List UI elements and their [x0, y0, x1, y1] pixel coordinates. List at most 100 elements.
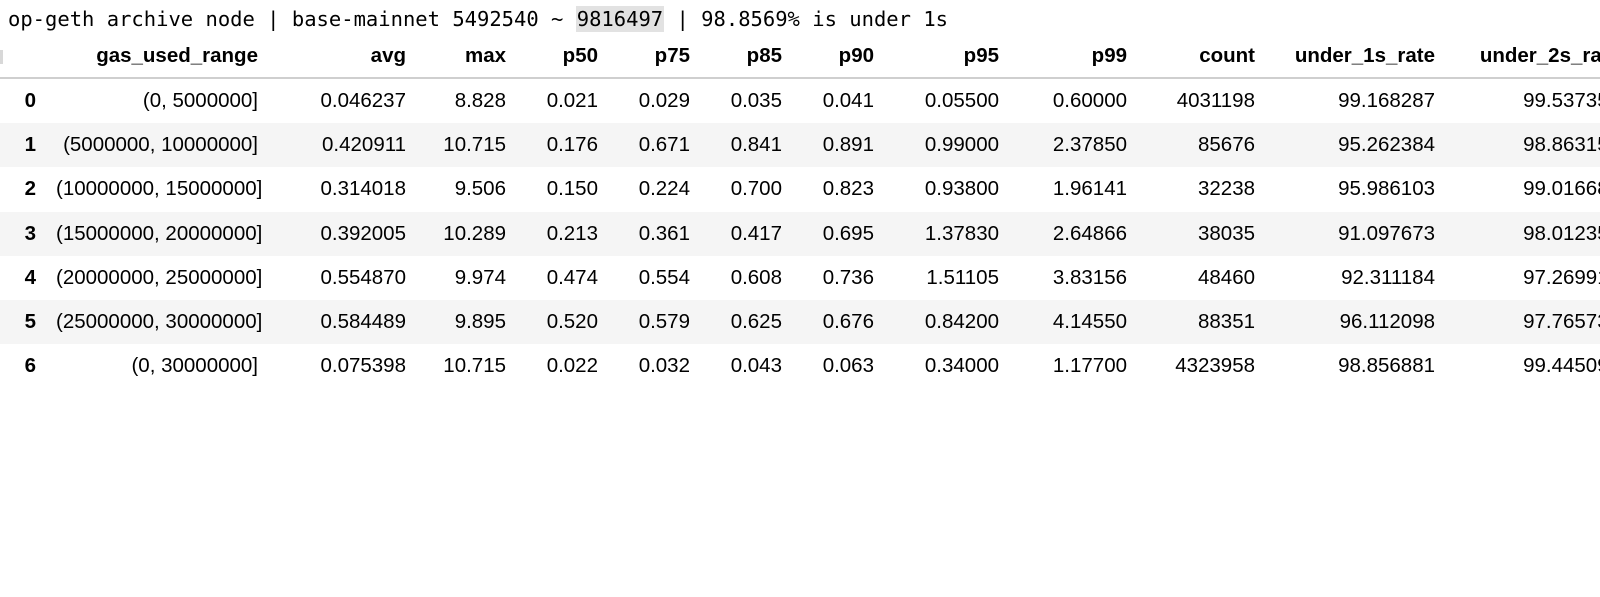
cell-p99: 0.60000	[1009, 78, 1137, 124]
row-index: 6	[0, 344, 46, 389]
cell-p99: 2.37850	[1009, 123, 1137, 168]
column-header-index	[0, 38, 46, 79]
column-header-p75[interactable]: p75	[608, 38, 700, 79]
cell-under-2s-rate: 99.445092	[1445, 344, 1600, 389]
cell-max: 8.828	[416, 78, 516, 124]
cell-p99: 3.83156	[1009, 255, 1137, 300]
row-index: 1	[0, 123, 46, 168]
cell-max: 10.715	[416, 123, 516, 168]
cell-p99: 2.64866	[1009, 211, 1137, 256]
dataframe-table: gas_used_range avg max p50 p75 p85 p90 p…	[0, 38, 1600, 389]
table-body: 0 (0, 5000000] 0.046237 8.828 0.021 0.029 0.03…	[0, 78, 1600, 389]
table-row: 2 (10000000, 15000000] 0.314018 9.506 0.150 0…	[0, 167, 1600, 212]
cell-gas-used-range: (0, 5000000]	[46, 78, 268, 124]
cell-p99: 1.17700	[1009, 344, 1137, 389]
cell-under-1s-rate: 91.097673	[1265, 211, 1445, 256]
cell-under-2s-rate: 97.269913	[1445, 255, 1600, 300]
cell-avg: 0.392005	[268, 211, 416, 256]
row-index: 4	[0, 255, 46, 300]
column-header-gas-used-range[interactable]: gas_used_range	[46, 38, 268, 79]
cell-avg: 0.075398	[268, 344, 416, 389]
cell-count: 88351	[1137, 299, 1265, 345]
column-header-p99[interactable]: p99	[1009, 38, 1137, 79]
table-row: 0 (0, 5000000] 0.046237 8.828 0.021 0.029 0.03…	[0, 78, 1600, 124]
cell-under-2s-rate: 99.016688	[1445, 167, 1600, 212]
cell-gas-used-range: (25000000, 30000000]	[46, 299, 268, 345]
row-index: 3	[0, 211, 46, 256]
cell-p50: 0.021	[516, 78, 608, 124]
cell-gas-used-range: (10000000, 15000000]	[46, 167, 268, 212]
cell-p99: 4.14550	[1009, 299, 1137, 345]
cell-under-1s-rate: 92.311184	[1265, 255, 1445, 300]
column-header-under-1s-rate[interactable]: under_1s_rate	[1265, 38, 1445, 79]
cell-p90: 0.736	[792, 255, 884, 300]
cell-under-1s-rate: 95.986103	[1265, 167, 1445, 212]
column-header-count[interactable]: count	[1137, 38, 1265, 79]
cell-p85: 0.417	[700, 211, 792, 256]
cell-under-1s-rate: 98.856881	[1265, 344, 1445, 389]
cell-avg: 0.420911	[268, 123, 416, 168]
cell-p75: 0.554	[608, 255, 700, 300]
cell-gas-used-range: (15000000, 20000000]	[46, 211, 268, 256]
cell-gas-used-range: (0, 30000000]	[46, 344, 268, 389]
title-block-end-highlight: 9816497	[575, 6, 665, 32]
cell-count: 48460	[1137, 255, 1265, 300]
cell-max: 9.506	[416, 167, 516, 212]
cell-p90: 0.676	[792, 299, 884, 345]
cell-p50: 0.213	[516, 211, 608, 256]
cell-p75: 0.224	[608, 167, 700, 212]
cell-under-2s-rate: 98.863159	[1445, 123, 1600, 168]
cell-avg: 0.046237	[268, 78, 416, 124]
cell-avg: 0.554870	[268, 255, 416, 300]
cell-p50: 0.150	[516, 167, 608, 212]
cell-under-2s-rate: 99.537358	[1445, 78, 1600, 124]
cell-count: 4323958	[1137, 344, 1265, 389]
row-index: 2	[0, 167, 46, 212]
row-index: 5	[0, 299, 46, 345]
cell-p95: 0.05500	[884, 78, 1009, 124]
cell-p75: 0.032	[608, 344, 700, 389]
column-header-p95[interactable]: p95	[884, 38, 1009, 79]
column-header-max[interactable]: max	[416, 38, 516, 79]
cell-p95: 0.84200	[884, 299, 1009, 345]
cell-p90: 0.041	[792, 78, 884, 124]
cell-p85: 0.035	[700, 78, 792, 124]
row-index: 0	[0, 78, 46, 124]
cell-p95: 0.99000	[884, 123, 1009, 168]
table-row: 6 (0, 30000000] 0.075398 10.715 0.022 0.032 0.…	[0, 344, 1600, 389]
cell-p75: 0.361	[608, 211, 700, 256]
cell-max: 9.974	[416, 255, 516, 300]
cell-p95: 0.93800	[884, 167, 1009, 212]
cell-count: 32238	[1137, 167, 1265, 212]
cell-under-1s-rate: 96.112098	[1265, 299, 1445, 345]
column-header-p85[interactable]: p85	[700, 38, 792, 79]
table-row: 5 (25000000, 30000000] 0.584489 9.895 0.520 0…	[0, 299, 1600, 345]
cell-p75: 0.671	[608, 123, 700, 168]
table-row: 4 (20000000, 25000000] 0.554870 9.974 0.474 0…	[0, 255, 1600, 300]
column-header-p50[interactable]: p50	[516, 38, 608, 79]
left-edge-artifact	[0, 50, 3, 64]
table-row: 3 (15000000, 20000000] 0.392005 10.289 0.213…	[0, 211, 1600, 256]
cell-p85: 0.608	[700, 255, 792, 300]
column-header-avg[interactable]: avg	[268, 38, 416, 79]
cell-under-2s-rate: 98.012357	[1445, 211, 1600, 256]
cell-gas-used-range: (5000000, 10000000]	[46, 123, 268, 168]
table-header: gas_used_range avg max p50 p75 p85 p90 p…	[0, 38, 1600, 79]
cell-max: 10.289	[416, 211, 516, 256]
cell-max: 9.895	[416, 299, 516, 345]
page-title: op-geth archive node | base-mainnet 5492…	[0, 0, 1600, 38]
cell-p90: 0.891	[792, 123, 884, 168]
cell-avg: 0.314018	[268, 167, 416, 212]
cell-p95: 1.37830	[884, 211, 1009, 256]
cell-p85: 0.043	[700, 344, 792, 389]
column-header-under-2s-rate[interactable]: under_2s_rate	[1445, 38, 1600, 79]
cell-p85: 0.700	[700, 167, 792, 212]
cell-under-2s-rate: 97.765730	[1445, 299, 1600, 345]
cell-p90: 0.063	[792, 344, 884, 389]
cell-p50: 0.022	[516, 344, 608, 389]
column-header-p90[interactable]: p90	[792, 38, 884, 79]
cell-p85: 0.841	[700, 123, 792, 168]
cell-p90: 0.823	[792, 167, 884, 212]
cell-count: 85676	[1137, 123, 1265, 168]
cell-p90: 0.695	[792, 211, 884, 256]
